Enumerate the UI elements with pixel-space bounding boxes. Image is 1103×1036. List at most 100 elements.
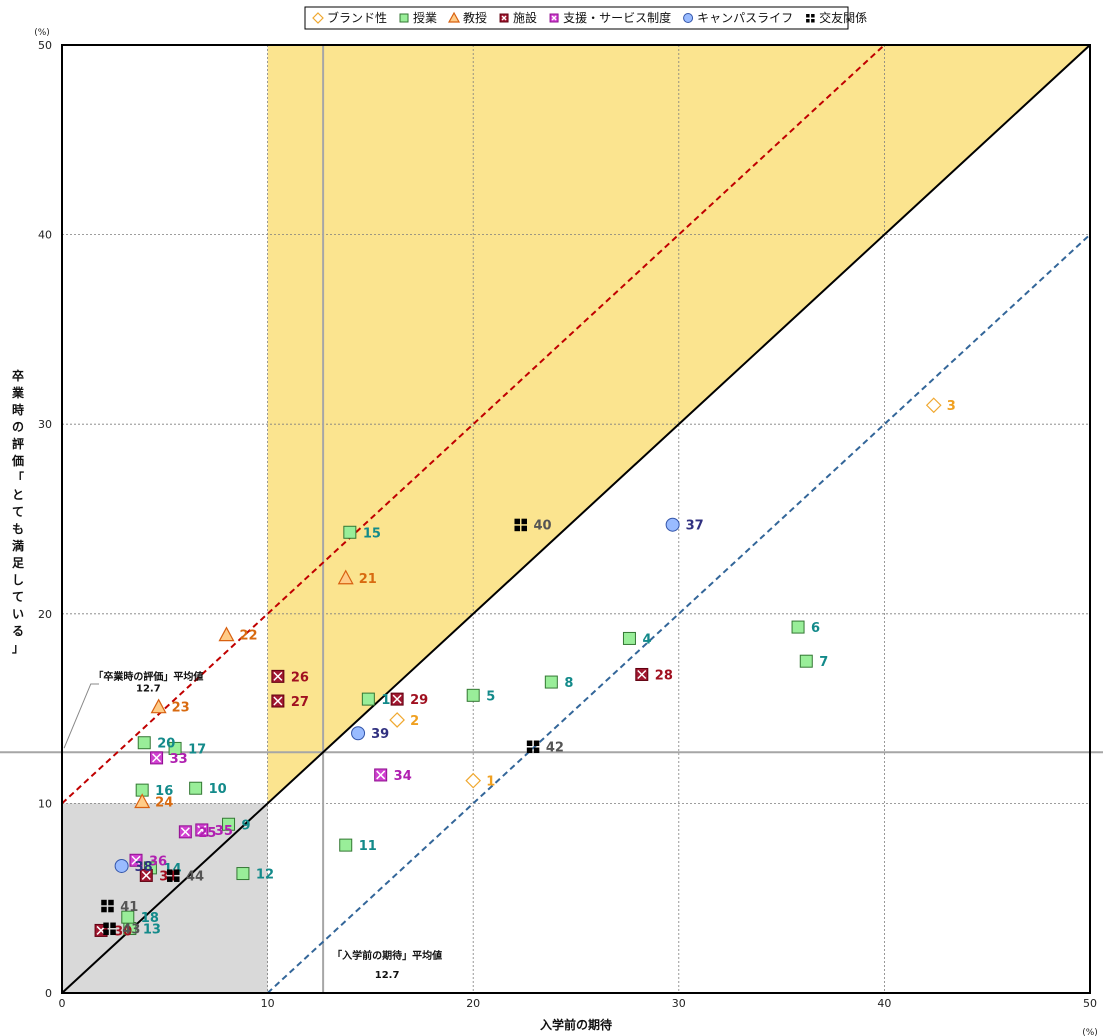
legend-label: ブランド性: [327, 10, 387, 25]
point-label: 27: [291, 695, 309, 710]
series-diamond: 1 2 3: [389, 397, 956, 790]
x-axis-title: 入学前の期待: [540, 1017, 612, 1032]
data-marker: [129, 853, 143, 867]
data-points: 1234567891011121314151617181920212223242…: [94, 397, 956, 939]
point-label: 2: [410, 714, 419, 729]
data-marker: [101, 899, 114, 913]
point-label: 1: [486, 775, 495, 790]
point-label: 16: [155, 784, 173, 799]
data-marker: [114, 858, 129, 873]
point-label: 25: [198, 826, 216, 841]
chart-text: 入学前の期待 卒業時の評価「とても満足している」 (%) (%) 「入学前の期待…: [11, 28, 1098, 1036]
point-label: 6: [811, 621, 820, 636]
data-marker: [218, 626, 235, 642]
data-marker: [799, 654, 813, 668]
series-xsquare: 33 34 35 36 25: [129, 751, 412, 869]
point-label: 22: [239, 629, 257, 644]
gridlines: [62, 45, 1090, 993]
point-label: 9: [242, 818, 251, 833]
point-label: 33: [170, 752, 188, 767]
data-marker: [103, 922, 116, 936]
legend: ブランド性 授業 教授 施設 支援・サービス制度 キャンパスライフ 交友関係: [304, 6, 867, 30]
point-label: 7: [819, 655, 828, 670]
y-tick-label: 50: [38, 39, 52, 52]
x-tick-label: 40: [877, 997, 891, 1010]
legend-item: 施設: [499, 10, 537, 25]
point-label: 41: [120, 900, 138, 915]
data-marker: [806, 14, 815, 23]
point-label: 13: [143, 923, 161, 938]
data-marker: [448, 11, 461, 23]
point-label: 4: [642, 632, 651, 647]
x-tick-label: 20: [466, 997, 480, 1010]
y-tick-label: 40: [38, 229, 52, 242]
point-label: 34: [394, 769, 412, 784]
data-marker: [222, 817, 236, 831]
legend-label: 施設: [513, 10, 537, 25]
point-label: 12: [256, 868, 274, 883]
point-label: 23: [172, 701, 190, 716]
point-label: 8: [564, 676, 573, 691]
data-marker: [389, 712, 405, 728]
data-marker: [137, 736, 151, 750]
data-marker: [374, 768, 388, 782]
point-label: 20: [157, 737, 175, 752]
legend-item: キャンパスライフ: [683, 11, 793, 25]
data-marker: [168, 741, 182, 755]
point-label: 17: [188, 742, 206, 757]
point-label: 44: [186, 869, 204, 884]
data-marker: [121, 910, 135, 924]
x-tick-label: 50: [1083, 997, 1097, 1010]
data-marker: [549, 13, 559, 23]
legend-item: 授業: [399, 10, 437, 25]
data-marker: [351, 726, 366, 741]
x-tick-label: 30: [672, 997, 686, 1010]
legend-label: 授業: [413, 10, 437, 25]
point-label: 18: [141, 911, 159, 926]
y-tick-label: 30: [38, 418, 52, 431]
point-label: 26: [291, 670, 309, 685]
data-marker: [271, 694, 285, 708]
data-marker: [150, 751, 164, 765]
axis-ticks: 0 10 20 30 40 50 0 10 20 30 40 50: [38, 39, 1097, 1010]
x-tick-label: 10: [261, 997, 275, 1010]
legend-label: キャンパスライフ: [697, 11, 793, 25]
average-x-value: 12.7: [375, 970, 400, 981]
point-label: 29: [410, 693, 428, 708]
data-marker: [178, 825, 192, 839]
x-axis-unit: (%): [1082, 1028, 1098, 1036]
y-axis-unit: (%): [34, 28, 50, 38]
reference-line: [61, 44, 1091, 994]
point-label: 28: [655, 668, 673, 683]
legend-box: [304, 6, 849, 30]
data-marker: [526, 740, 540, 754]
data-marker: [189, 781, 203, 795]
point-label: 43: [122, 923, 140, 938]
point-label: 3: [947, 399, 956, 414]
data-marker: [399, 13, 409, 23]
point-label: 5: [486, 689, 495, 704]
data-marker: [791, 620, 805, 634]
point-label: 30: [114, 924, 132, 939]
point-label: 10: [209, 782, 227, 797]
legend-label: 教授: [463, 10, 487, 25]
data-marker: [390, 692, 404, 706]
data-marker: [499, 13, 509, 23]
series-quad: 40 41 42 43 44: [101, 518, 564, 938]
legend-item: 支援・サービス制度: [549, 10, 671, 25]
average-y-value: 12.7: [136, 684, 161, 695]
data-marker: [343, 525, 357, 539]
data-marker: [665, 517, 680, 532]
average-lines: [0, 45, 1103, 993]
point-label: 24: [155, 796, 173, 811]
data-marker: [134, 793, 151, 809]
point-label: 11: [359, 839, 377, 854]
data-marker: [544, 675, 558, 689]
x-tick-label: 0: [59, 997, 66, 1010]
data-marker: [514, 518, 527, 532]
data-marker: [466, 688, 480, 702]
point-label: 36: [149, 854, 167, 869]
y-tick-label: 20: [38, 608, 52, 621]
data-marker: [337, 569, 354, 585]
